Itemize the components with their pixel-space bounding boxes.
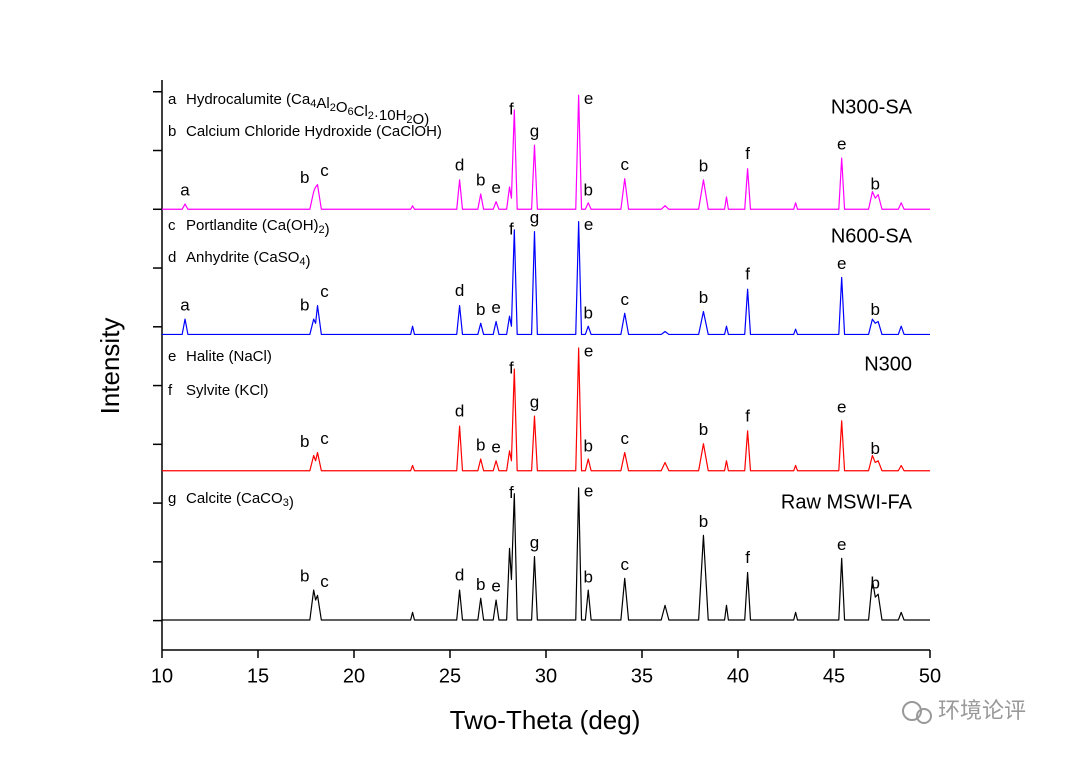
x-tick-label: 30 — [535, 665, 557, 687]
peak-label: f — [509, 219, 514, 238]
peak-label: f — [745, 406, 750, 425]
phase-name: Calcite (CaCO3) — [186, 490, 294, 511]
phase-name: Halite (NaCl) — [186, 348, 272, 365]
peak-label: c — [320, 572, 329, 591]
phase-name: Calcium Chloride Hydroxide (CaClOH) — [186, 123, 442, 140]
peak-label: g — [530, 393, 539, 412]
phase-key: d — [168, 249, 176, 266]
peak-label: a — [180, 296, 190, 315]
x-tick-label: 25 — [439, 665, 461, 687]
peak-label: e — [584, 341, 593, 360]
peak-label: b — [476, 300, 485, 319]
peak-label: f — [509, 483, 514, 502]
phase-key: a — [168, 91, 177, 108]
peak-label: b — [476, 575, 485, 594]
peak-label: c — [320, 282, 329, 301]
peak-label: b — [871, 574, 880, 593]
peak-label: b — [871, 300, 880, 319]
phase-key: g — [168, 490, 176, 507]
x-tick-label: 20 — [343, 665, 365, 687]
peak-label: f — [509, 359, 514, 378]
peak-label: b — [300, 567, 309, 586]
peak-label: c — [320, 161, 329, 180]
peak-label: d — [455, 281, 464, 300]
phase-key: b — [168, 123, 176, 140]
y-axis-title: Intensity — [95, 318, 125, 415]
peak-label: b — [584, 568, 593, 587]
peak-label: f — [745, 144, 750, 163]
series-name: N300-SA — [831, 96, 913, 118]
peak-label: b — [300, 432, 309, 451]
x-tick-label: 10 — [151, 665, 173, 687]
peak-label: e — [584, 481, 593, 500]
peak-label: b — [584, 180, 593, 199]
phase-key: c — [168, 217, 176, 234]
peak-label: g — [530, 533, 539, 552]
peak-label: b — [300, 296, 309, 315]
peak-label: d — [455, 566, 464, 585]
x-tick-label: 35 — [631, 665, 653, 687]
x-tick-label: 45 — [823, 665, 845, 687]
peak-label: f — [509, 99, 514, 118]
x-axis-title: Two-Theta (deg) — [450, 705, 641, 735]
peak-label: f — [745, 265, 750, 284]
series-name: N300 — [864, 353, 912, 375]
peak-label: c — [620, 155, 629, 174]
peak-label: e — [491, 178, 500, 197]
xrd-pattern — [162, 94, 930, 210]
watermark-group: 环境论评 — [902, 698, 1026, 724]
peak-label: g — [530, 122, 539, 141]
phase-name: Anhydrite (CaSO4) — [186, 249, 311, 270]
peak-label: b — [476, 436, 485, 455]
peak-label: e — [837, 254, 846, 273]
series-name: Raw MSWI-FA — [781, 491, 913, 513]
peak-label: b — [871, 175, 880, 194]
peak-label: b — [871, 439, 880, 458]
series-name: N600-SA — [831, 225, 913, 247]
peak-label: b — [699, 512, 708, 531]
watermark-icon — [902, 701, 922, 721]
xrd-pattern — [162, 221, 930, 336]
peak-label: b — [699, 420, 708, 439]
peak-label: b — [699, 288, 708, 307]
watermark-icon — [916, 708, 932, 724]
peak-label: f — [745, 548, 750, 567]
peak-label: b — [300, 168, 309, 187]
peak-label: b — [476, 170, 485, 189]
peak-label: c — [620, 290, 629, 309]
peak-label: e — [584, 215, 593, 234]
xrd-pattern — [162, 347, 930, 472]
peak-label: a — [180, 180, 190, 199]
peak-label: b — [584, 304, 593, 323]
peak-label: b — [584, 437, 593, 456]
x-tick-label: 50 — [919, 665, 941, 687]
peak-label: e — [584, 89, 593, 108]
peak-label: e — [491, 298, 500, 317]
peak-label: c — [620, 555, 629, 574]
phase-name: Sylvite (KCl) — [186, 382, 269, 399]
peak-label: e — [491, 437, 500, 456]
peak-label: d — [455, 402, 464, 421]
phase-key: f — [168, 382, 173, 399]
peak-label: e — [837, 135, 846, 154]
phase-key: e — [168, 348, 176, 365]
peak-label: d — [455, 155, 464, 174]
phase-name: Hydrocalumite (Ca4Al2O6Cl2·10H2O) — [186, 91, 429, 128]
peak-label: c — [320, 429, 329, 448]
peak-label: c — [620, 429, 629, 448]
peak-label: b — [699, 156, 708, 175]
watermark: 环境论评 — [938, 698, 1026, 723]
peak-label: e — [491, 577, 500, 596]
peak-label: e — [837, 535, 846, 554]
peak-label: e — [837, 397, 846, 416]
phase-name: Portlandite (Ca(OH)2) — [186, 217, 330, 238]
xrd-pattern — [162, 487, 930, 621]
x-tick-label: 15 — [247, 665, 269, 687]
peak-label: g — [530, 208, 539, 227]
x-tick-label: 40 — [727, 665, 749, 687]
